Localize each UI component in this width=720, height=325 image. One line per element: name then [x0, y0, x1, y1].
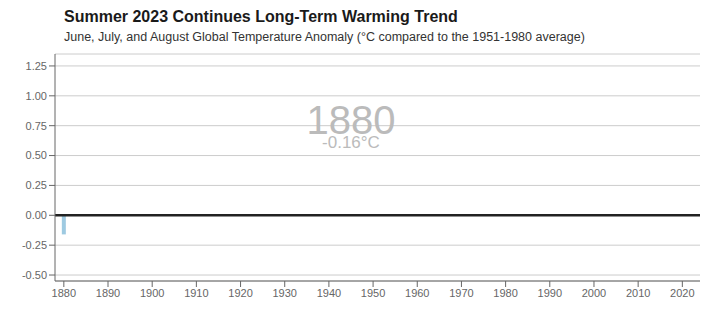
svg-text:1900: 1900 — [140, 287, 164, 299]
svg-text:1920: 1920 — [228, 287, 252, 299]
svg-text:1970: 1970 — [449, 287, 473, 299]
svg-text:1990: 1990 — [538, 287, 562, 299]
svg-text:2000: 2000 — [582, 287, 606, 299]
svg-text:1980: 1980 — [493, 287, 517, 299]
svg-text:2020: 2020 — [670, 287, 694, 299]
svg-text:2010: 2010 — [626, 287, 650, 299]
svg-text:0.00: 0.00 — [26, 209, 47, 221]
svg-text:1.25: 1.25 — [26, 60, 47, 72]
svg-text:0.25: 0.25 — [26, 179, 47, 191]
svg-text:-0.16°C: -0.16°C — [322, 133, 380, 152]
svg-text:0.50: 0.50 — [26, 149, 47, 161]
svg-text:1960: 1960 — [405, 287, 429, 299]
svg-text:-0.50: -0.50 — [22, 269, 47, 281]
html-text:June, July, and August Global: June, July, and August Global Temperatur… — [64, 30, 585, 44]
svg-text:1930: 1930 — [272, 287, 296, 299]
svg-text:1.00: 1.00 — [26, 90, 47, 102]
svg-text:1880: 1880 — [52, 287, 76, 299]
svg-text:1940: 1940 — [317, 287, 341, 299]
svg-text:1950: 1950 — [361, 287, 385, 299]
svg-text:0.75: 0.75 — [26, 120, 47, 132]
svg-text:1890: 1890 — [96, 287, 120, 299]
svg-text:1910: 1910 — [184, 287, 208, 299]
svg-text:-0.25: -0.25 — [22, 239, 47, 251]
svg-text:1880: 1880 — [306, 97, 396, 142]
html-text:Summer 2023 Continues Long-Ter: Summer 2023 Continues Long-Term Warming … — [64, 8, 458, 25]
